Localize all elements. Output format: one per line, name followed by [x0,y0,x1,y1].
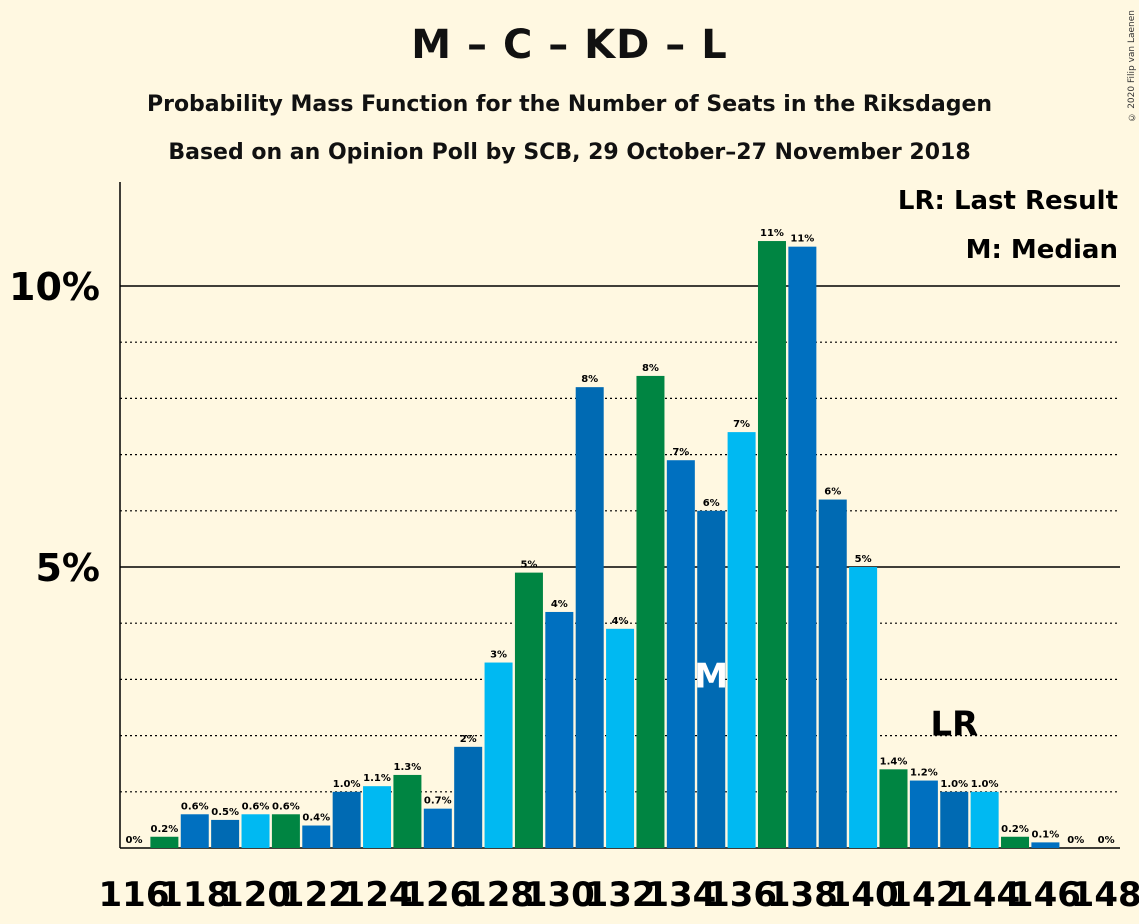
chart-subtitle: Probability Mass Function for the Number… [146,92,993,117]
data-label: 1.2% [910,768,938,779]
data-label: 11% [790,234,814,245]
legend-entry: M: Median [966,235,1118,265]
data-label: 0.5% [211,807,239,818]
bar-seat-122 [302,825,331,848]
bar-seat-124 [363,786,392,848]
data-label: 0.7% [424,796,452,807]
bar-seat-133 [636,375,665,848]
x-tick-label: 142 [888,875,959,915]
last-result-marker: LR [930,705,978,745]
data-label: 6% [824,487,841,498]
x-tick-label: 118 [159,875,230,915]
data-label: 1.1% [363,773,391,784]
legend-entry: LR: Last Result [898,186,1118,216]
data-label: 5% [520,560,537,571]
chart-source-line: Based on an Opinion Poll by SCB, 29 Octo… [168,140,971,165]
x-tick-label: 122 [281,875,352,915]
bar-seat-144 [970,791,999,848]
bar-seat-135 [697,510,726,848]
data-label: 0.2% [1001,824,1029,835]
x-tick-label: 128 [463,875,534,915]
x-tick-label: 138 [767,875,838,915]
data-label: 0.2% [151,824,179,835]
data-label: 0% [1067,835,1084,846]
x-tick-label: 148 [1071,875,1139,915]
bar-seat-145 [1001,836,1030,848]
data-label: 0.4% [302,813,330,824]
bar-seat-125 [393,774,422,848]
chart-title: M – C – KD – L [411,22,728,68]
bar-seat-129 [514,572,543,848]
data-label: 0% [126,835,143,846]
data-label: 1.4% [880,756,908,767]
bar-seat-120 [241,814,270,848]
bar-seat-138 [788,246,817,848]
x-tick-label: 124 [342,875,413,915]
bar-seat-128 [484,662,513,848]
x-tick-label: 146 [1010,875,1081,915]
x-tick-label: 136 [706,875,777,915]
y-tick-label: 10% [9,265,100,309]
bar-seat-132 [606,628,635,848]
bar-seat-121 [271,814,300,848]
bar-seat-142 [909,780,938,848]
x-tick-label: 134 [645,875,716,915]
data-label: 1.3% [394,762,422,773]
data-label: 1.0% [940,779,968,790]
x-tick-label: 120 [220,875,291,915]
bar-seat-139 [818,499,847,848]
data-label: 3% [490,650,507,661]
bar-seat-146 [1031,842,1060,848]
data-label: 0% [1098,835,1115,846]
data-label: 6% [703,498,720,509]
data-label: 1.0% [971,779,999,790]
data-label: 4% [612,616,629,627]
bar-seat-134 [666,460,695,848]
bar-seat-118 [180,814,209,848]
x-tick-label: 144 [949,875,1020,915]
x-tick-label: 132 [585,875,656,915]
data-label: 0.6% [181,801,209,812]
x-tick-label: 126 [402,875,473,915]
data-label: 4% [551,599,568,610]
y-tick-label: 5% [35,546,100,590]
bar-seat-136 [727,432,756,848]
bar-seat-127 [454,746,483,848]
data-label: 11% [760,228,784,239]
data-label: 1.0% [333,779,361,790]
data-label: 8% [581,374,598,385]
data-label: 7% [733,419,750,430]
bar-seat-137 [757,241,786,849]
data-label: 0.6% [242,801,270,812]
bar-seat-117 [150,836,179,848]
bar-seat-143 [940,791,969,848]
data-label: 5% [855,554,872,565]
bar-seat-131 [575,387,604,848]
bar-seat-126 [423,808,452,848]
x-tick-label: 140 [828,875,899,915]
x-tick-label: 116 [99,875,170,915]
data-label: 0.1% [1032,829,1060,840]
data-label: 8% [642,363,659,374]
data-label: 7% [672,447,689,458]
bar-seat-123 [332,791,361,848]
x-tick-label: 130 [524,875,595,915]
median-marker: M [694,656,728,696]
bar-seat-119 [211,819,240,848]
bar-seat-140 [849,567,878,848]
bar-seat-141 [879,769,908,848]
data-label: 2% [460,734,477,745]
data-label: 0.6% [272,801,300,812]
bar-seat-130 [545,611,574,848]
